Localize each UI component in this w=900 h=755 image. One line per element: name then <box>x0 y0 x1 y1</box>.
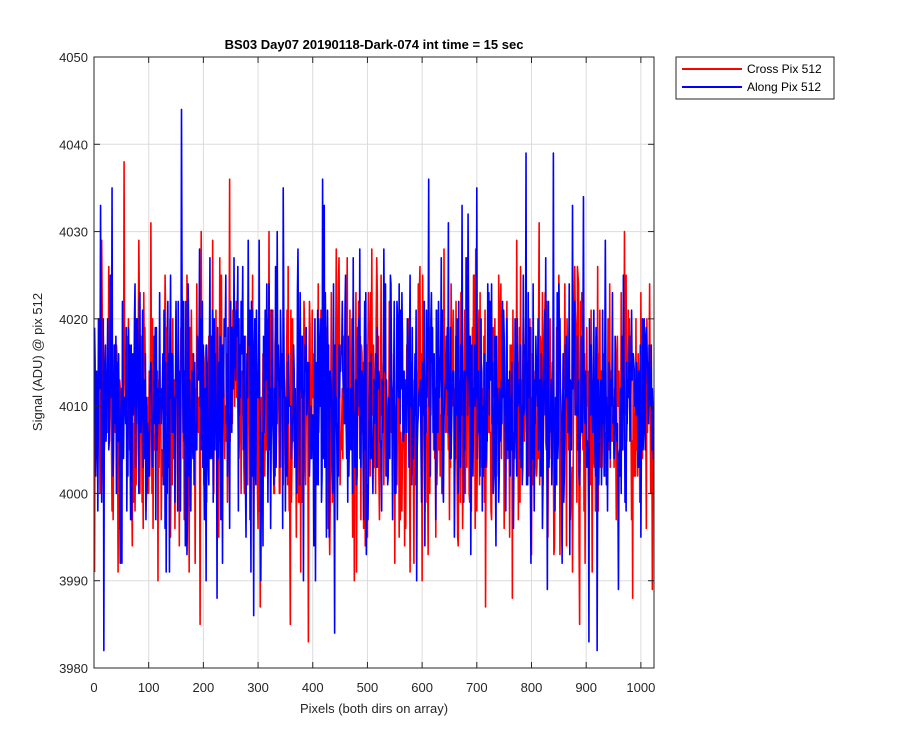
x-tick-label: 600 <box>411 680 433 695</box>
x-tick-label: 900 <box>575 680 597 695</box>
y-tick-label: 4050 <box>59 50 88 65</box>
x-axis-ticks: 0 100 200 300 400 500 600 700 800 900 1000 <box>90 57 655 695</box>
y-tick-label: 4000 <box>59 486 88 501</box>
y-tick-label: 3990 <box>59 574 88 589</box>
legend: Cross Pix 512 Along Pix 512 <box>675 56 835 100</box>
series-along-pix-512 <box>94 108 654 652</box>
legend-label-along: Along Pix 512 <box>747 80 821 94</box>
chart-title: BS03 Day07 20190118-Dark-074 int time = … <box>225 37 524 52</box>
series-layer <box>94 108 654 652</box>
y-tick-label: 4040 <box>59 137 88 152</box>
legend-box <box>675 56 835 100</box>
y-tick-label: 4020 <box>59 312 88 327</box>
y-axis-ticks: 3980 3990 4000 4010 4020 4030 4040 4050 <box>59 50 654 676</box>
x-tick-label: 700 <box>466 680 488 695</box>
x-axis-label: Pixels (both dirs on array) <box>300 701 448 716</box>
x-tick-label: 200 <box>193 680 215 695</box>
x-tick-label: 400 <box>302 680 324 695</box>
x-tick-label: 100 <box>138 680 160 695</box>
x-tick-label: 0 <box>90 680 97 695</box>
y-tick-label: 4030 <box>59 225 88 240</box>
x-tick-label: 300 <box>247 680 269 695</box>
x-tick-label: 800 <box>521 680 543 695</box>
plot-frame <box>93 56 655 669</box>
x-tick-label: 500 <box>357 680 379 695</box>
x-tick-label: 1000 <box>626 680 655 695</box>
y-tick-label: 4010 <box>59 399 88 414</box>
y-tick-label: 3980 <box>59 661 88 676</box>
legend-label-cross: Cross Pix 512 <box>747 62 822 76</box>
y-axis-label: Signal (ADU) @ pix 512 <box>30 293 45 431</box>
